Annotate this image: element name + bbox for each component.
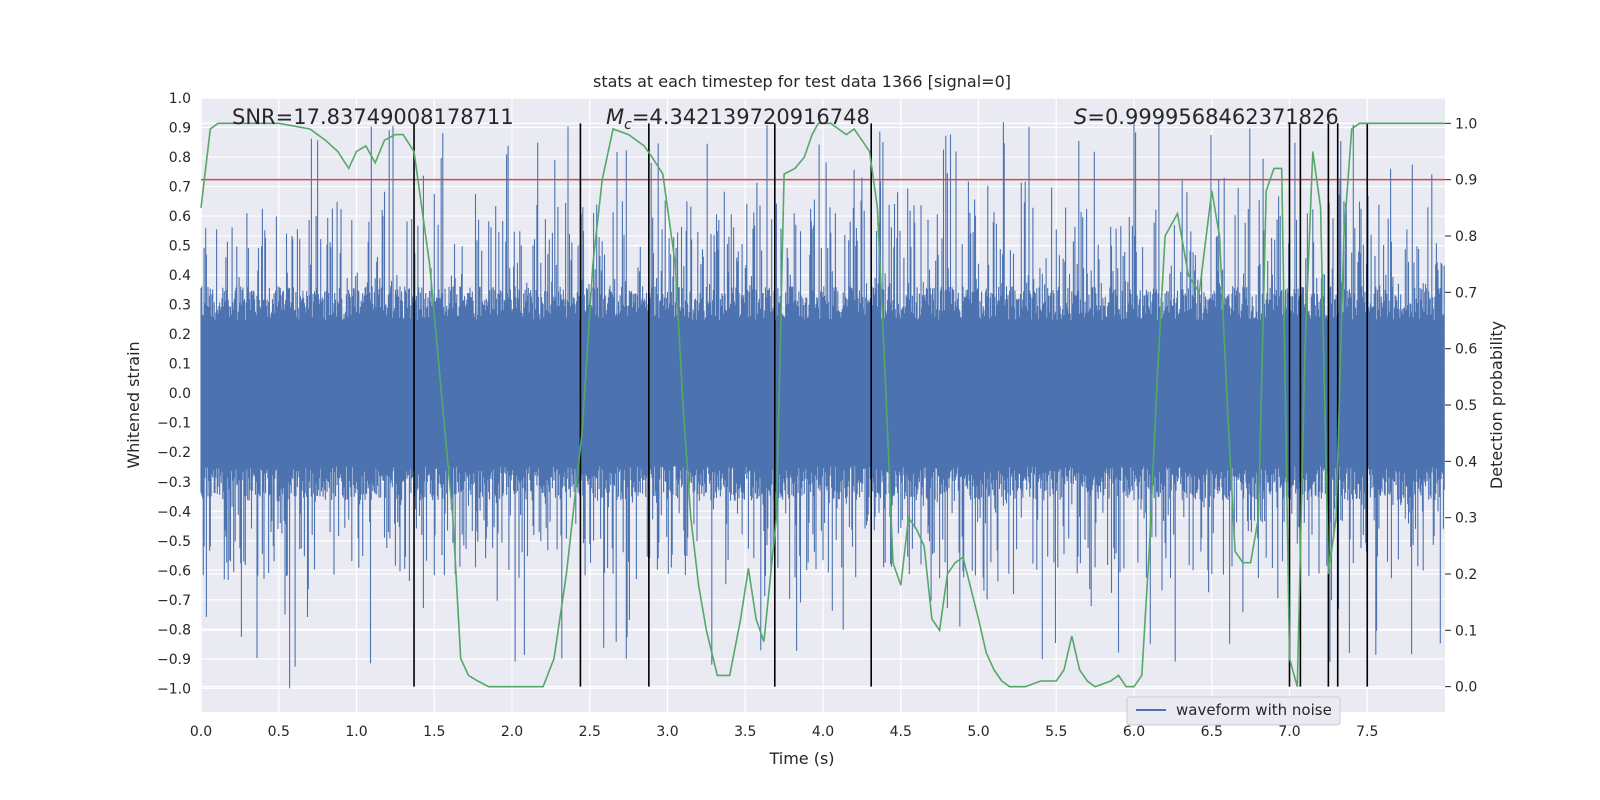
- y2-tick-label: 0.5: [1455, 398, 1477, 414]
- y-tick-label: −0.8: [157, 622, 191, 638]
- y-tick-label: 1.0: [169, 91, 191, 107]
- y-tick-label: 0.2: [169, 327, 191, 343]
- y-tick-label: −0.7: [157, 593, 191, 609]
- detection-markers: [413, 123, 1369, 687]
- y2-tick-label: 0.8: [1455, 229, 1477, 245]
- y-tick-label: −1.0: [157, 681, 191, 697]
- probability-series-line: [200, 122, 1445, 688]
- significance-symbol: S: [1074, 105, 1087, 129]
- y-tick-label: −0.5: [157, 534, 191, 550]
- y-tick-label: 0.7: [169, 180, 191, 196]
- y-tick-label: −0.3: [157, 475, 191, 491]
- y2-tick-label: 0.0: [1455, 680, 1477, 696]
- x-tick-label: 4.0: [812, 724, 834, 740]
- x-tick-label: 5.5: [1045, 724, 1067, 740]
- x-tick-label: 1.5: [423, 724, 445, 740]
- plot-content: [200, 121, 1445, 689]
- x-tick-label: 7.0: [1278, 724, 1300, 740]
- x-axis-ticks: 0.0 0.5 1.0 1.5 2.0 2.5 3.0 3.5 4.0 4.5 5.0 5.5 6.0 6…: [190, 724, 1379, 740]
- y-tick-label: 0.8: [169, 150, 191, 166]
- y-tick-label: 0.6: [169, 209, 191, 225]
- chirp-mass-symbol: M: [606, 105, 624, 129]
- chirp-mass-value: =4.342139720916748: [632, 105, 870, 129]
- x-tick-label: 3.0: [656, 724, 678, 740]
- y2-tick-label: 0.2: [1455, 567, 1477, 583]
- chart-title: stats at each timestep for test data 136…: [593, 72, 1011, 91]
- x-axis-label: Time (s): [768, 749, 834, 768]
- x-tick-label: 6.0: [1123, 724, 1145, 740]
- waveform-series: [200, 121, 1445, 689]
- x-tick-label: 3.5: [734, 724, 756, 740]
- x-tick-label: 0.5: [268, 724, 290, 740]
- chirp-mass-subscript: c: [624, 117, 632, 133]
- x-tick-label: 7.5: [1356, 724, 1378, 740]
- legend-label: waveform with noise: [1176, 701, 1332, 719]
- legend: waveform with noise: [1126, 696, 1341, 726]
- x-tick-label: 1.0: [345, 724, 367, 740]
- x-tick-label: 5.0: [967, 724, 989, 740]
- y2-tick-label: 0.3: [1455, 511, 1477, 527]
- y2-tick-label: 1.0: [1455, 116, 1477, 132]
- chirp-mass-annotation: Mc=4.342139720916748: [606, 105, 870, 133]
- x-tick-label: 6.5: [1201, 724, 1223, 740]
- x-tick-label: 2.0: [501, 724, 523, 740]
- x-tick-label: 0.0: [190, 724, 212, 740]
- y-tick-label: 0.1: [169, 357, 191, 373]
- significance-annotation: S=0.9999568462371826: [1074, 105, 1339, 129]
- y-axis-label: Whitened strain: [124, 341, 143, 468]
- y-tick-label: −0.2: [157, 445, 191, 461]
- x-tick-label: 2.5: [579, 724, 601, 740]
- y2-tick-label: 0.9: [1455, 173, 1477, 189]
- y-tick-label: −0.1: [157, 416, 191, 432]
- y2-tick-label: 0.1: [1455, 623, 1477, 639]
- y-tick-label: −0.4: [157, 504, 191, 520]
- legend-box: [1126, 696, 1341, 726]
- y2-axis-ticks: 1.0 0.9 0.8 0.7 0.6 0.5 0.4 0.3 0.2 0.1 0.0: [1445, 116, 1477, 696]
- x-tick-label: 4.5: [890, 724, 912, 740]
- snr-annotation: SNR=17.83749008178711: [232, 105, 514, 129]
- y-tick-label: −0.6: [157, 563, 191, 579]
- y2-tick-label: 0.4: [1455, 454, 1477, 470]
- y-tick-label: 0.3: [169, 298, 191, 314]
- y-tick-label: 0.9: [169, 121, 191, 137]
- y2-tick-label: 0.7: [1455, 285, 1477, 301]
- y-tick-label: 0.4: [169, 268, 191, 284]
- y-tick-label: 0.5: [169, 239, 191, 255]
- y2-tick-label: 0.6: [1455, 342, 1477, 358]
- significance-value: =0.9999568462371826: [1087, 105, 1338, 129]
- y2-axis-label: Detection probability: [1487, 321, 1506, 489]
- y-tick-label: −0.9: [157, 652, 191, 668]
- y-axis-ticks: 1.0 0.9 0.8 0.7 0.6 0.5 0.4 0.3 0.2 0.1 0.0 −0.1 −0.…: [157, 91, 191, 697]
- y-tick-label: 0.0: [169, 386, 191, 402]
